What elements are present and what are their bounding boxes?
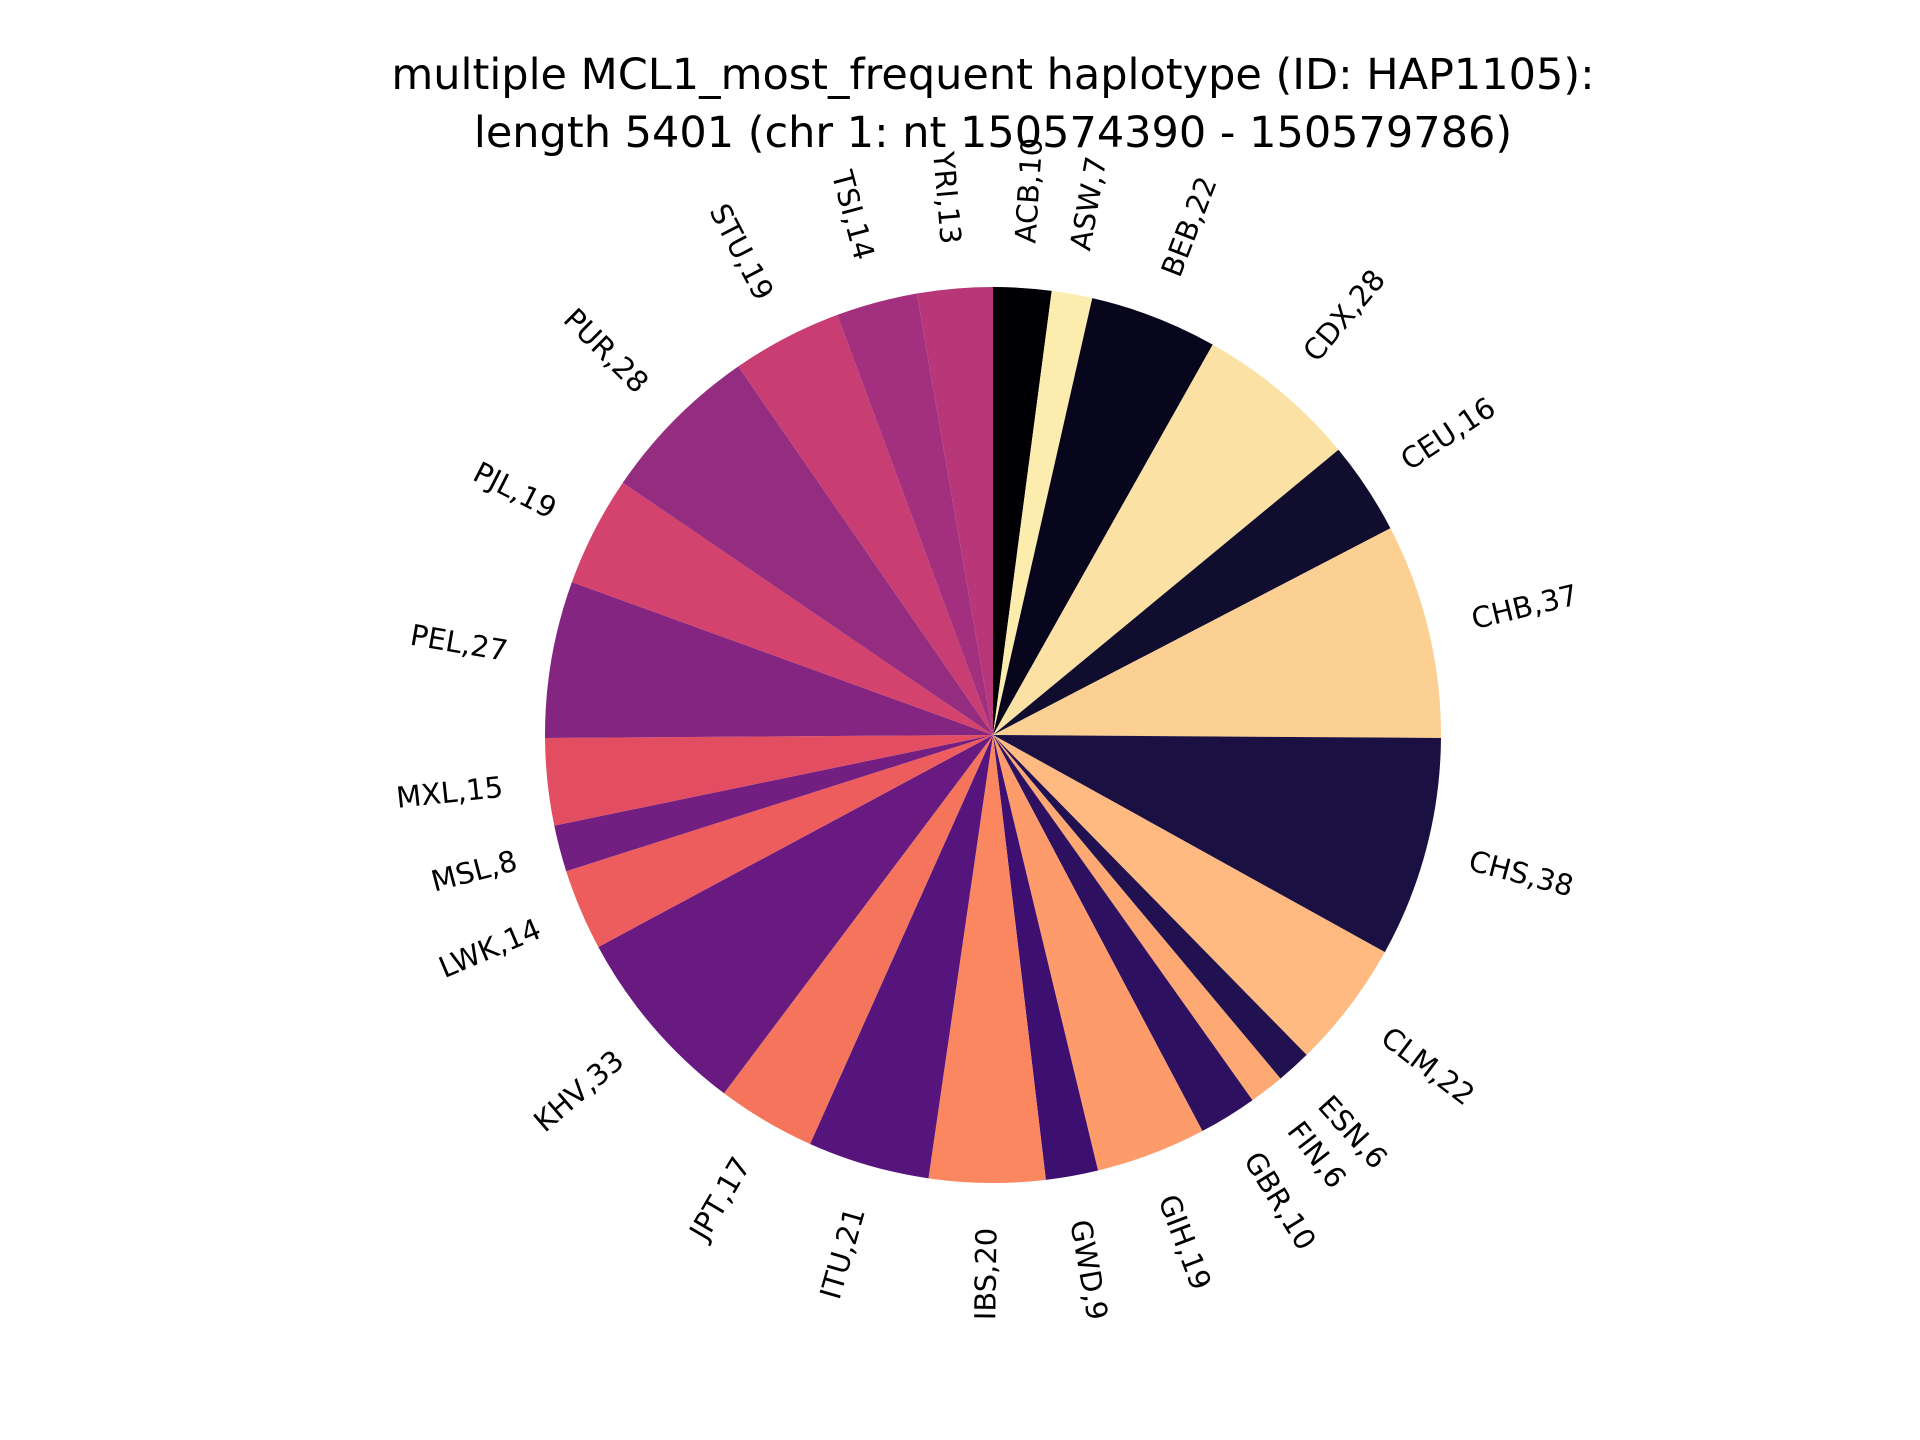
pie-slice-asw [993,290,1093,735]
pie-slice-chs [993,735,1441,953]
slice-label-yri: YRI,13 [926,149,968,245]
chart-title: multiple MCL1_most_frequent haplotype (I… [391,50,1594,100]
pie-slice-acb [993,287,1052,735]
pie-slice-chb [993,528,1442,738]
pie-slice-mxl [545,735,993,826]
pie-slice-pel [545,582,993,738]
pie-slice-jpt [723,735,993,1144]
pie-slice-beb [993,298,1213,735]
pie-slices [545,287,1442,1184]
pie-slice-khv [598,735,993,1094]
chart-subtitle: length 5401 (chr 1: nt 150574390 - 15057… [474,108,1512,158]
pie-slice-lwk [566,735,993,947]
slice-label-acb: ACB,10 [1008,137,1049,245]
pie-slice-pur [622,366,993,735]
pie-slice-stu [738,314,993,735]
pie-slice-esn [993,735,1307,1079]
pie-slice-pjl [571,482,993,735]
pie-slice-msl [554,735,993,872]
pie-slice-tsi [837,293,993,735]
pie-slice-fin [993,735,1281,1101]
pie-slice-yri [916,287,993,735]
pie-slice-cdx [993,344,1339,735]
pie-slice-ibs [928,735,1046,1184]
pie-slice-gbr [993,735,1253,1132]
pie-slice-clm [993,735,1385,1055]
slice-label-ibs: IBS,20 [968,1228,1003,1321]
pie-slice-gih [993,735,1203,1171]
pie-slice-gwd [993,735,1099,1180]
pie-slice-itu [810,735,993,1179]
pie-slice-ceu [993,449,1391,735]
